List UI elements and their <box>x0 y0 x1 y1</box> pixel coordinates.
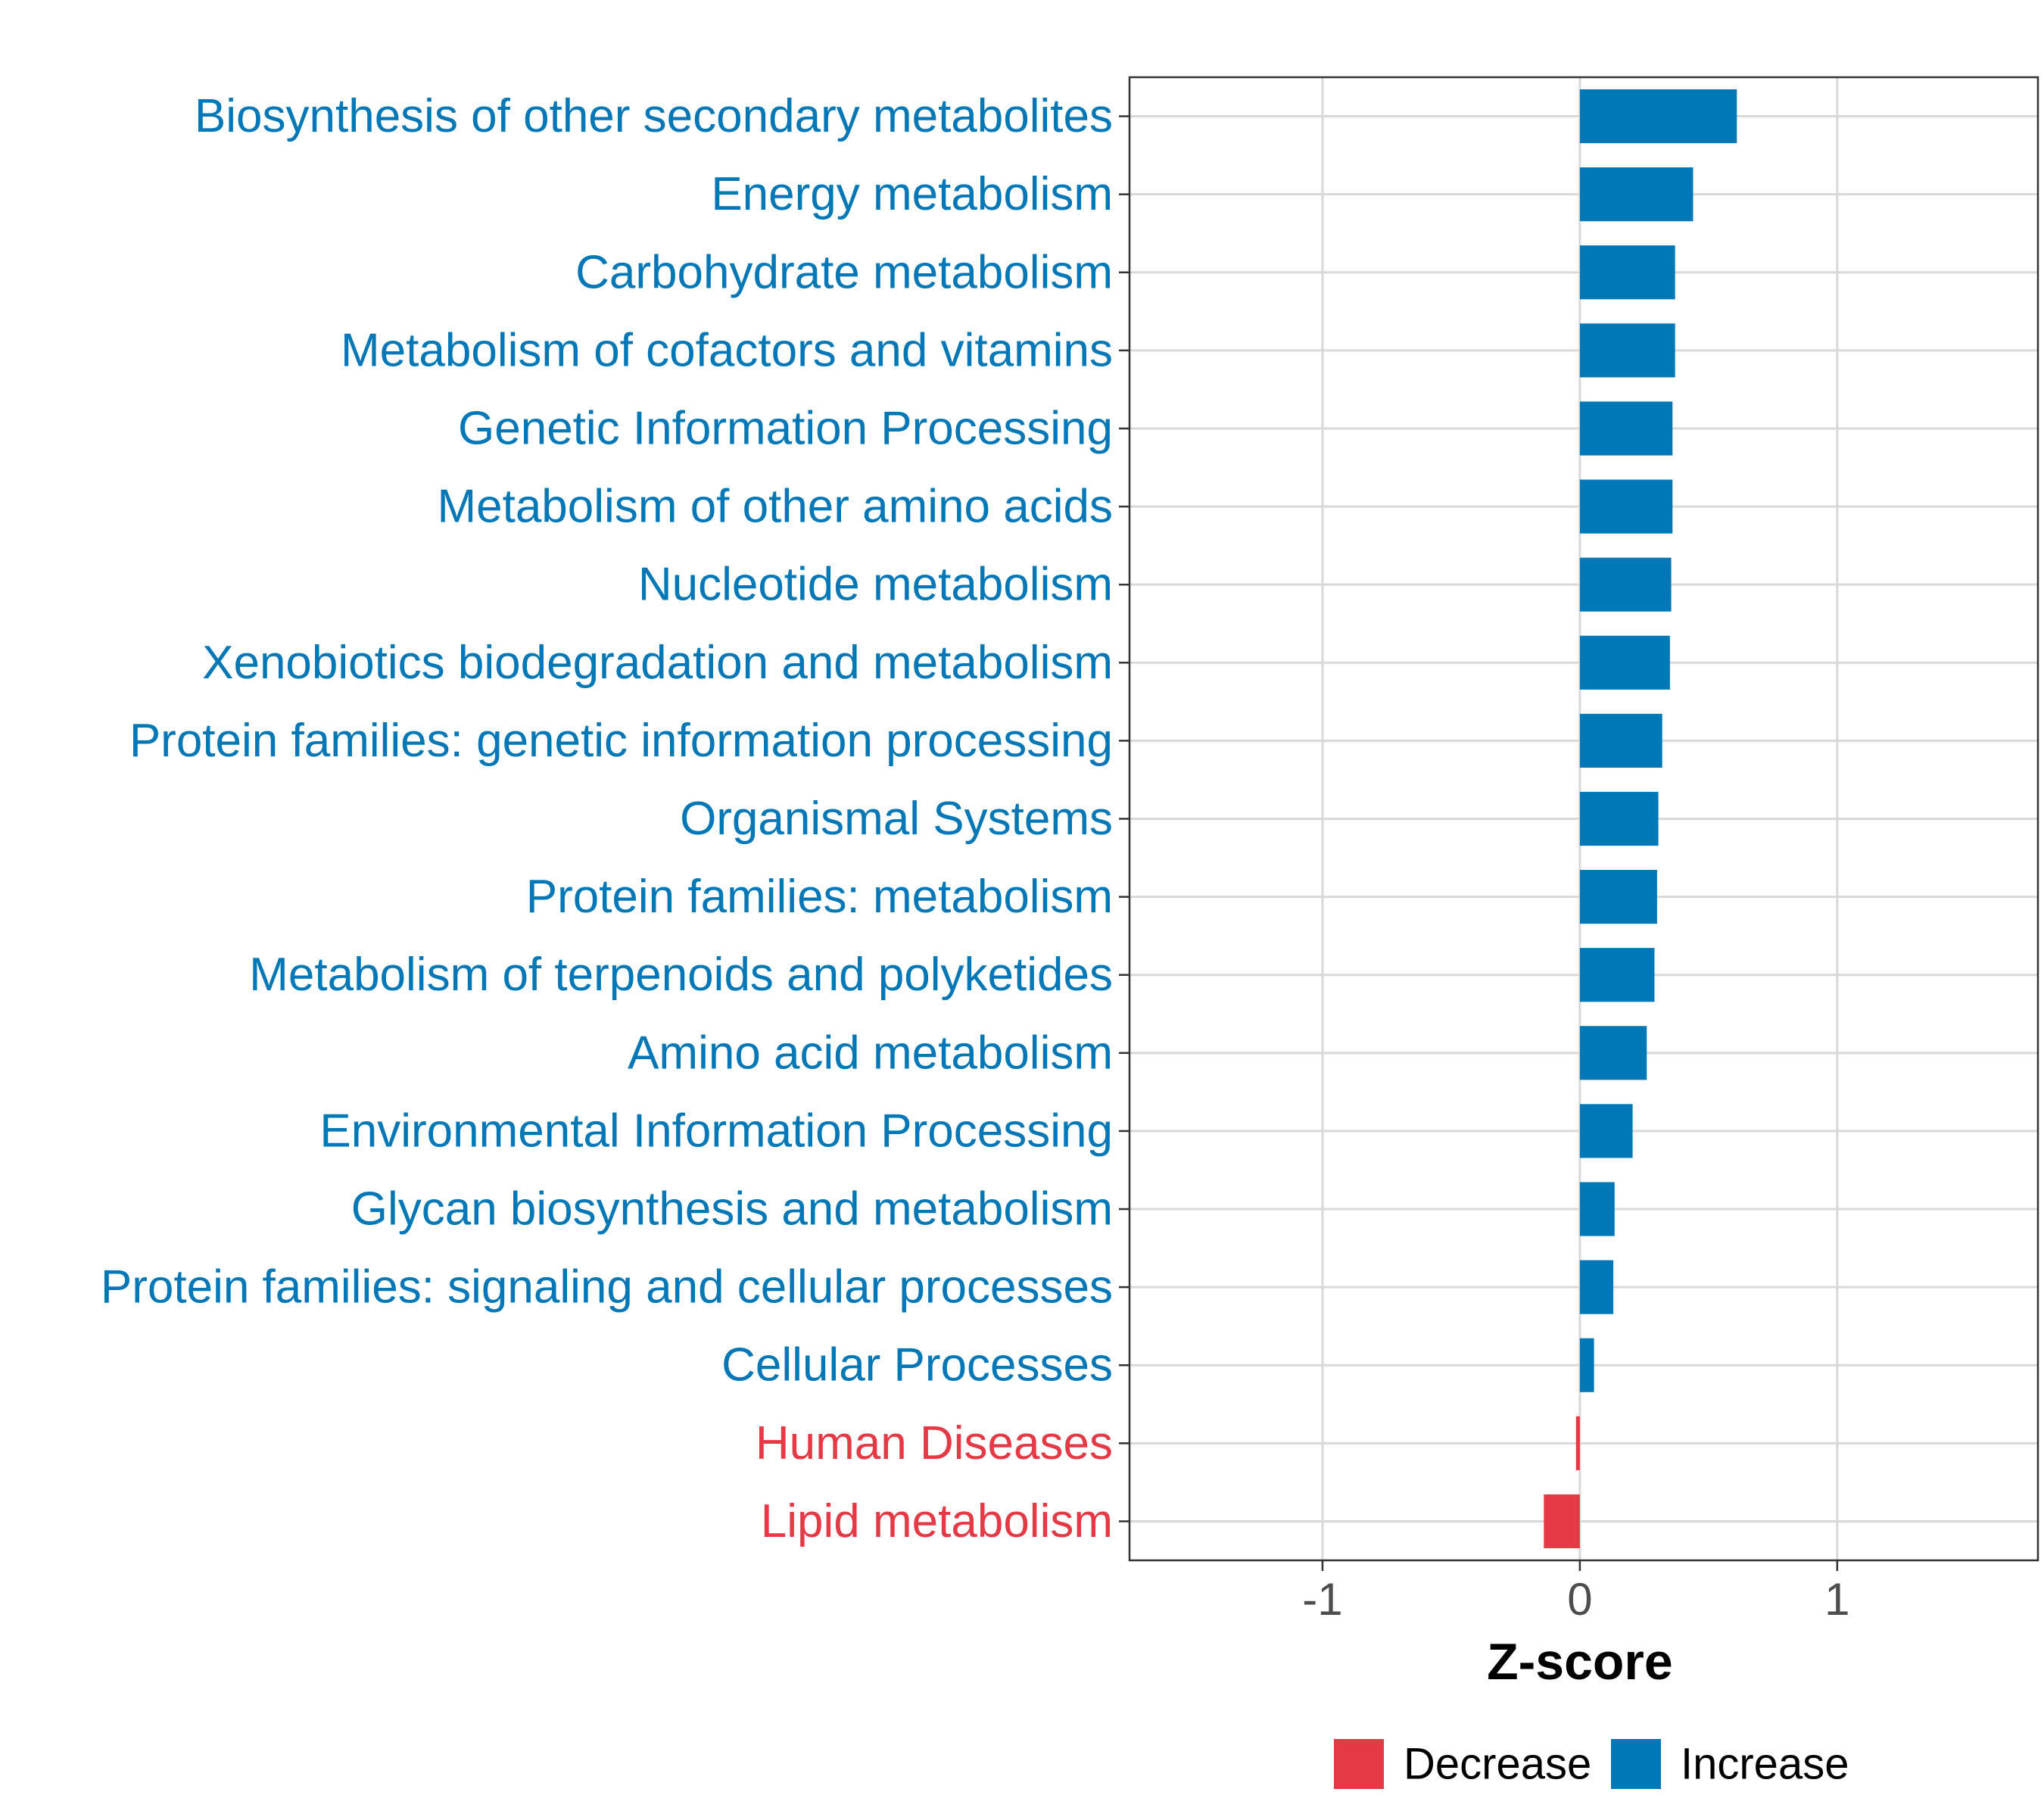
category-label: Protein families: genetic information pr… <box>129 715 1113 767</box>
bar <box>1579 1182 1615 1236</box>
legend-label-increase: Increase <box>1681 1740 1849 1789</box>
y-axis: Biosynthesis of other secondary metaboli… <box>101 90 1129 1547</box>
bar <box>1579 713 1662 768</box>
bar <box>1579 635 1670 690</box>
bar <box>1544 1494 1580 1549</box>
category-label: Carbohydrate metabolism <box>575 246 1113 298</box>
category-label: Nucleotide metabolism <box>638 559 1113 611</box>
bar <box>1579 870 1657 924</box>
legend-label-decrease: Decrease <box>1404 1740 1591 1789</box>
legend-key-decrease <box>1334 1739 1384 1789</box>
category-label: Human Diseases <box>756 1417 1113 1469</box>
category-label: Metabolism of terpenoids and polyketides <box>249 949 1113 1001</box>
x-tick-label: 1 <box>1824 1574 1849 1625</box>
category-label: Lipid metabolism <box>761 1495 1113 1547</box>
category-label: Protein families: metabolism <box>526 871 1113 923</box>
bar <box>1575 1416 1580 1470</box>
legend-key-increase <box>1611 1739 1661 1789</box>
category-label: Genetic Information Processing <box>458 402 1113 454</box>
bar <box>1579 323 1675 378</box>
category-label: Protein families: signaling and cellular… <box>101 1261 1113 1314</box>
bar <box>1579 89 1737 144</box>
bar <box>1579 1260 1614 1314</box>
x-axis: -1 0 1 <box>1302 1560 1850 1625</box>
category-label: Organismal Systems <box>680 793 1113 845</box>
x-axis-title: Z-score <box>1487 1633 1673 1691</box>
category-label: Biosynthesis of other secondary metaboli… <box>195 90 1113 142</box>
bar <box>1579 167 1693 222</box>
category-label: Metabolism of cofactors and vitamins <box>341 324 1113 376</box>
bar <box>1579 401 1673 456</box>
category-label: Energy metabolism <box>711 168 1113 220</box>
bar <box>1579 1104 1633 1158</box>
bar <box>1579 557 1672 612</box>
category-label: Environmental Information Processing <box>319 1105 1113 1157</box>
x-tick-label: 0 <box>1567 1574 1592 1625</box>
bar <box>1579 948 1655 1002</box>
category-label: Amino acid metabolism <box>628 1027 1113 1079</box>
bar <box>1579 791 1659 846</box>
bar <box>1579 245 1675 300</box>
category-label: Xenobiotics biodegradation and metabolis… <box>202 637 1113 689</box>
bar <box>1579 1338 1594 1392</box>
x-tick-label: -1 <box>1302 1574 1342 1625</box>
category-label: Glycan biosynthesis and metabolism <box>351 1183 1113 1236</box>
category-label: Metabolism of other amino acids <box>437 481 1113 533</box>
bar <box>1579 479 1673 534</box>
bar <box>1579 1026 1647 1080</box>
bars <box>1544 89 1737 1549</box>
category-label: Cellular Processes <box>721 1339 1113 1392</box>
legend: Decrease Increase <box>1334 1739 1849 1789</box>
